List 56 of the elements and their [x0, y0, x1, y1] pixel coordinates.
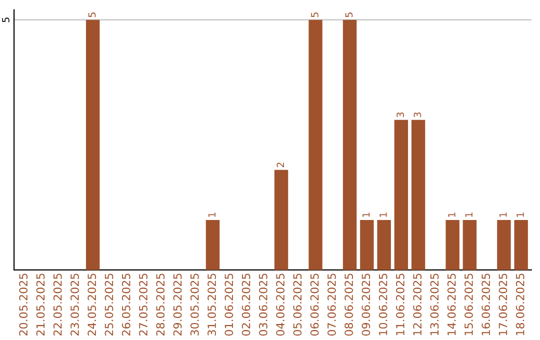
data-label: 1: [516, 212, 524, 217]
data-label: 5: [88, 12, 96, 18]
bar: [86, 20, 100, 270]
bar: [274, 170, 288, 270]
x-tick-label: 29.05.2025: [173, 274, 182, 336]
x-tick-label: 31.05.2025: [208, 274, 216, 336]
data-label: 5: [311, 12, 318, 18]
data-label: 1: [380, 212, 387, 217]
bar: [514, 220, 528, 270]
bar: [446, 220, 460, 270]
x-tick-label: 21.05.2025: [36, 274, 45, 336]
x-tick-label: 26.05.2025: [122, 274, 130, 336]
x-tick-label: 28.05.2025: [156, 274, 165, 336]
bar: [411, 120, 426, 270]
data-label: 1: [500, 212, 507, 217]
x-tick-label: 30.05.2025: [190, 274, 199, 336]
x-tick-label: 24.05.2025: [88, 274, 96, 336]
bar: [462, 220, 477, 270]
x-tick-label: 18.06.2025: [516, 274, 524, 336]
data-label: 3: [414, 112, 422, 118]
x-tick-label: 11.06.2025: [396, 274, 404, 336]
x-tick-label: 09.06.2025: [362, 274, 370, 336]
bar: [342, 20, 357, 270]
x-tick-label: 27.05.2025: [139, 274, 148, 336]
x-tick-label: 20.05.2025: [19, 274, 28, 336]
x-tick-label: 17.06.2025: [498, 274, 508, 336]
data-label: 5: [345, 12, 353, 18]
data-label: 2: [276, 162, 284, 168]
x-tick-label: 13.06.2025: [430, 274, 439, 336]
x-tick-label: 02.06.2025: [242, 274, 250, 336]
data-label: 1: [208, 212, 216, 217]
bar: [497, 220, 511, 270]
x-tick-label: 07.06.2025: [327, 274, 336, 336]
bar: [377, 220, 391, 270]
bar: [206, 220, 220, 270]
x-tick-label: 10.06.2025: [378, 274, 388, 336]
x-tick-label: 01.06.2025: [224, 274, 234, 336]
x-tick-label: 06.06.2025: [310, 274, 319, 336]
x-tick-label: 03.06.2025: [258, 274, 268, 336]
data-label: 1: [448, 212, 456, 217]
x-tick-label: 14.06.2025: [447, 274, 456, 336]
x-tick-label: 23.05.2025: [70, 274, 79, 336]
bar: [360, 220, 374, 270]
x-tick-label: 25.05.2025: [104, 274, 114, 336]
x-tick-label: 15.06.2025: [464, 274, 473, 336]
bar: [394, 120, 408, 270]
data-label: 3: [396, 112, 404, 118]
x-tick-label: 22.05.2025: [53, 274, 62, 336]
x-tick-label: 08.06.2025: [344, 274, 354, 336]
x-tick-label: 05.06.2025: [293, 274, 302, 336]
x-tick-label: 12.06.2025: [413, 274, 422, 336]
x-tick-label: 16.06.2025: [482, 274, 490, 336]
bar: [308, 20, 322, 270]
x-tick-label: 04.06.2025: [276, 274, 284, 336]
data-label: 1: [465, 212, 472, 217]
data-label: 1: [362, 212, 370, 217]
